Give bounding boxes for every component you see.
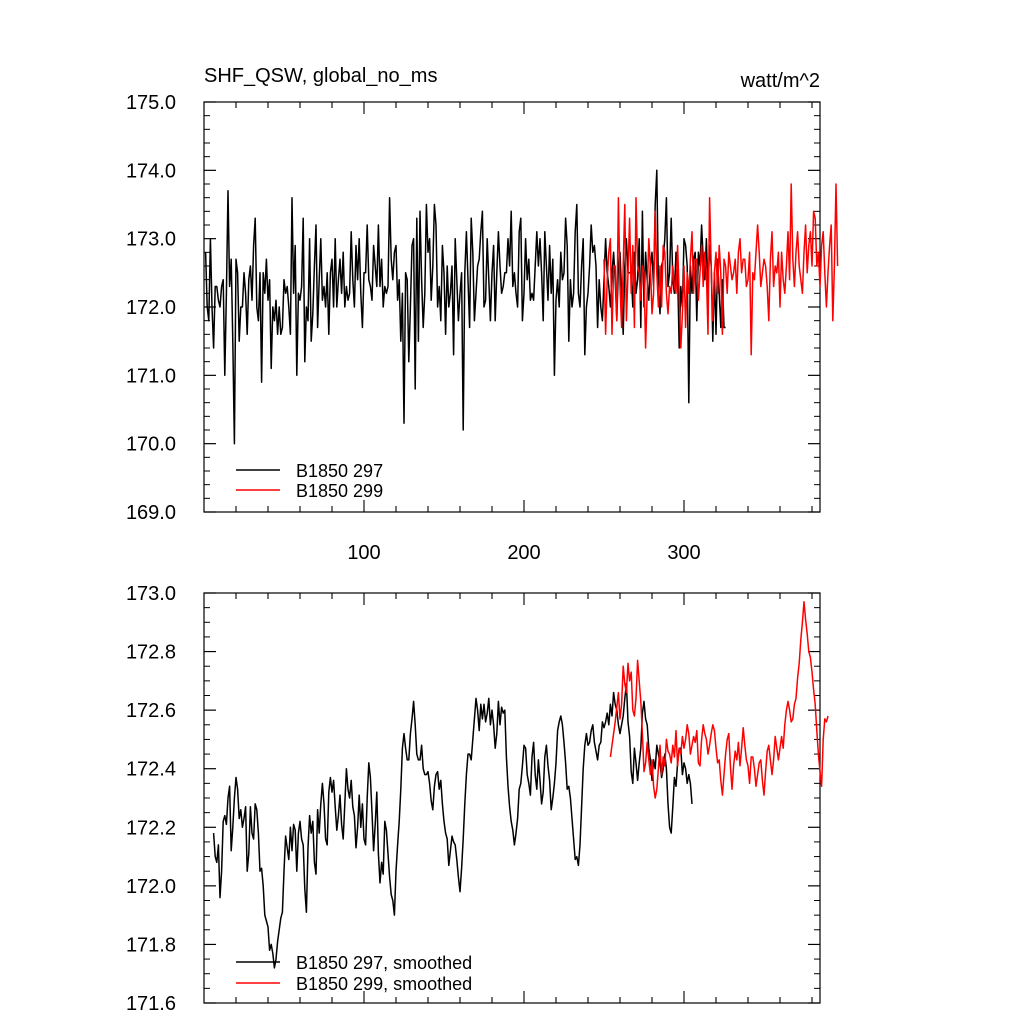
x-tick-label: 300 — [667, 542, 700, 564]
legend-label-297-smoothed: B1850 297, smoothed — [296, 953, 472, 973]
y-tick-label: 172.6 — [126, 700, 176, 722]
legend-label-297: B1850 297 — [296, 461, 383, 481]
y-tick-label: 171.6 — [126, 993, 176, 1015]
y-tick-label: 169.0 — [126, 502, 176, 524]
x-tick-label: 200 — [507, 542, 540, 564]
panel-smoothed: 171.6 171.8 172.0 172.2 172.4 172.6 172.8 173.0… — [126, 583, 829, 1015]
y-tick-label: 172.4 — [126, 759, 176, 781]
series-line-b1850-297 — [204, 169, 726, 445]
series-line-b1850-299 — [603, 183, 839, 356]
y-tick-label: 174.0 — [126, 160, 176, 182]
legend-label-299-smoothed: B1850 299, smoothed — [296, 974, 472, 994]
series-line-b1850-299-smoothed — [609, 601, 829, 799]
y-tick-label: 172.0 — [126, 297, 176, 319]
legend-raw: B1850 297 B1850 299 — [236, 461, 383, 501]
units-label: watt/m^2 — [740, 70, 820, 92]
y-tick-label: 175.0 — [126, 92, 176, 114]
panel-raw: SHF_QSW, global_no_ms watt/m^2 169.0 170.… — [126, 65, 839, 564]
y-tick-label: 171.0 — [126, 365, 176, 387]
x-tick-label: 100 — [347, 542, 380, 564]
y-tick-label: 172.0 — [126, 876, 176, 898]
y-tick-label: 172.8 — [126, 642, 176, 664]
legend-label-299: B1850 299 — [296, 481, 383, 501]
y-tick-label: 170.0 — [126, 434, 176, 456]
y-tick-label: 172.2 — [126, 817, 176, 839]
y-tick-label: 173.0 — [126, 229, 176, 251]
y-tick-label: 171.8 — [126, 934, 176, 956]
chart-title: SHF_QSW, global_no_ms — [204, 65, 437, 87]
series-line-b1850-297-smoothed — [212, 683, 693, 969]
legend-smoothed: B1850 297, smoothed B1850 299, smoothed — [236, 953, 472, 994]
y-tick-label: 173.0 — [126, 583, 176, 605]
